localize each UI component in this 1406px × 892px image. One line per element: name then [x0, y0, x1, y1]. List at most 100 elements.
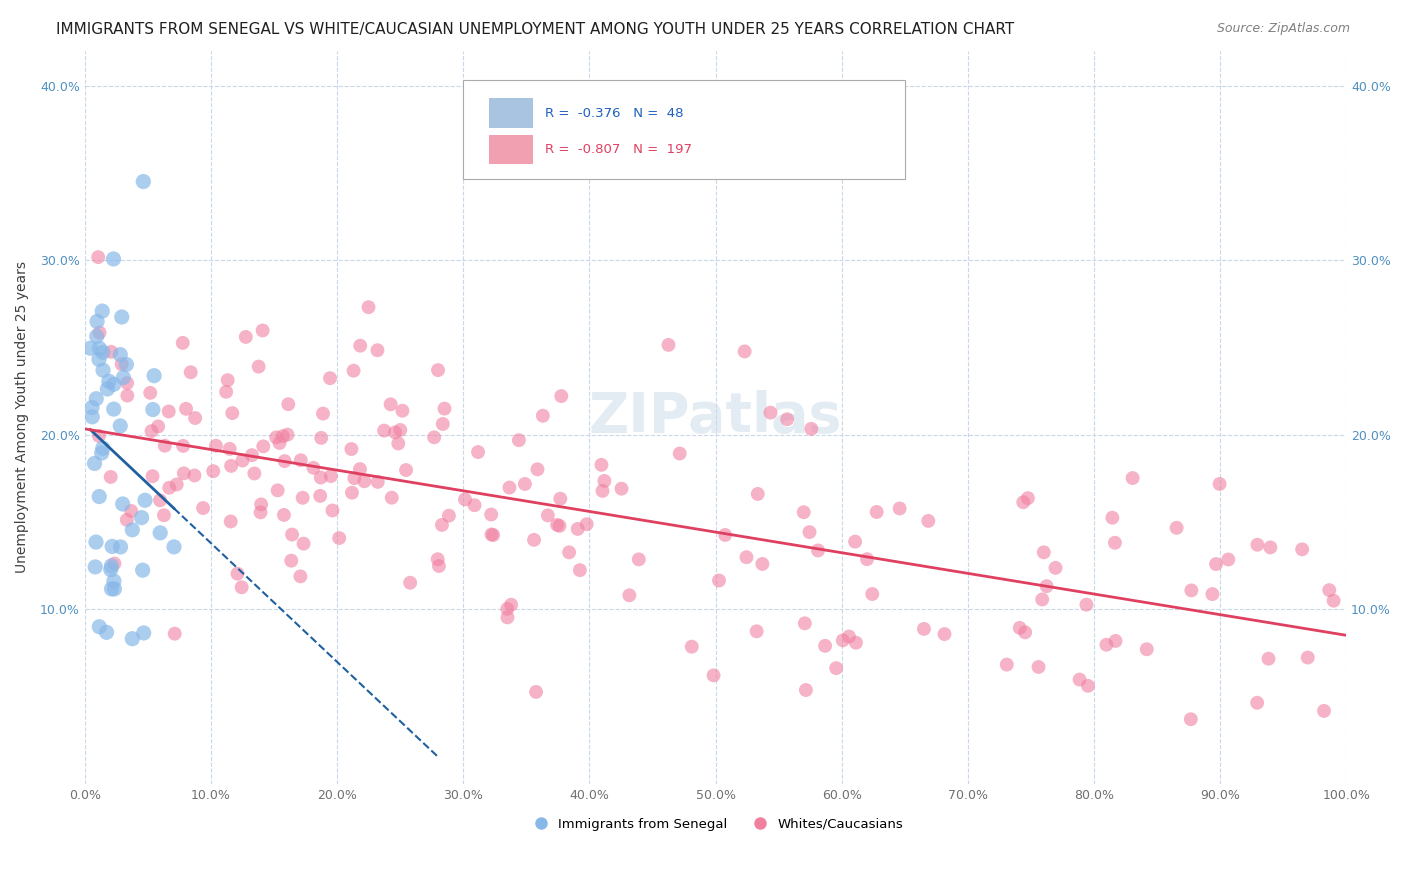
Whites/Caucasians	[157, 481, 180, 495]
Immigrants from Senegal	[96, 382, 118, 396]
Whites/Caucasians	[1180, 712, 1202, 726]
Whites/Caucasians	[1028, 660, 1050, 674]
Whites/Caucasians	[531, 409, 554, 423]
Whites/Caucasians	[776, 412, 799, 426]
Immigrants from Senegal	[143, 368, 166, 383]
Whites/Caucasians	[103, 557, 125, 571]
Whites/Caucasians	[366, 343, 388, 358]
Whites/Caucasians	[250, 497, 273, 511]
Whites/Caucasians	[860, 587, 883, 601]
Whites/Caucasians	[1317, 583, 1340, 598]
Whites/Caucasians	[1208, 477, 1230, 491]
Immigrants from Senegal	[89, 342, 111, 356]
Whites/Caucasians	[117, 388, 139, 402]
Whites/Caucasians	[280, 554, 302, 568]
Whites/Caucasians	[166, 477, 188, 491]
Immigrants from Senegal	[103, 582, 125, 596]
Whites/Caucasians	[395, 463, 418, 477]
Whites/Caucasians	[205, 439, 228, 453]
Whites/Caucasians	[343, 471, 366, 485]
Immigrants from Senegal	[80, 401, 103, 415]
Whites/Caucasians	[430, 517, 453, 532]
Whites/Caucasians	[349, 462, 371, 476]
Whites/Caucasians	[1257, 651, 1279, 665]
Whites/Caucasians	[610, 482, 633, 496]
Whites/Caucasians	[1201, 587, 1223, 601]
Whites/Caucasians	[273, 508, 295, 522]
Immigrants from Senegal	[84, 392, 107, 406]
Whites/Caucasians	[312, 407, 335, 421]
FancyBboxPatch shape	[488, 135, 533, 164]
Whites/Caucasians	[793, 616, 815, 631]
Whites/Caucasians	[550, 389, 572, 403]
Whites/Caucasians	[1014, 625, 1036, 640]
Whites/Caucasians	[831, 633, 853, 648]
Whites/Caucasians	[496, 602, 519, 616]
Whites/Caucasians	[427, 559, 450, 574]
Whites/Caucasians	[381, 491, 404, 505]
Immigrants from Senegal	[82, 409, 104, 424]
Whites/Caucasians	[1122, 471, 1144, 485]
Whites/Caucasians	[215, 384, 238, 399]
Whites/Caucasians	[526, 462, 548, 476]
Whites/Caucasians	[627, 552, 650, 566]
Whites/Caucasians	[1077, 679, 1099, 693]
Whites/Caucasians	[524, 685, 547, 699]
Whites/Caucasians	[252, 323, 274, 337]
Immigrants from Senegal	[87, 352, 110, 367]
Whites/Caucasians	[917, 514, 939, 528]
Text: R =  -0.807   N =  197: R = -0.807 N = 197	[546, 144, 692, 156]
Whites/Caucasians	[423, 430, 446, 444]
Whites/Caucasians	[793, 505, 815, 519]
Whites/Caucasians	[1205, 557, 1227, 571]
Immigrants from Senegal	[115, 358, 138, 372]
Whites/Caucasians	[235, 330, 257, 344]
Whites/Caucasians	[619, 588, 641, 602]
Immigrants from Senegal	[89, 490, 111, 504]
Whites/Caucasians	[231, 453, 253, 467]
Whites/Caucasians	[464, 498, 486, 512]
Whites/Caucasians	[202, 464, 225, 478]
Immigrants from Senegal	[149, 525, 172, 540]
Whites/Caucasians	[593, 474, 616, 488]
Whites/Caucasians	[845, 636, 868, 650]
Whites/Caucasians	[391, 403, 413, 417]
Whites/Caucasians	[266, 483, 288, 498]
Immigrants from Senegal	[132, 626, 155, 640]
FancyBboxPatch shape	[463, 80, 905, 179]
Whites/Caucasians	[172, 335, 194, 350]
Immigrants from Senegal	[96, 625, 118, 640]
Whites/Caucasians	[328, 531, 350, 545]
Whites/Caucasians	[427, 363, 450, 377]
Whites/Caucasians	[1095, 638, 1118, 652]
Whites/Caucasians	[1104, 634, 1126, 648]
Immigrants from Senegal	[121, 523, 143, 537]
Whites/Caucasians	[432, 417, 454, 431]
Immigrants from Senegal	[103, 252, 125, 266]
Whites/Caucasians	[174, 401, 197, 416]
Whites/Caucasians	[399, 575, 422, 590]
Whites/Caucasians	[838, 630, 860, 644]
Whites/Caucasians	[1180, 583, 1202, 598]
Immigrants from Senegal	[131, 563, 153, 577]
Whites/Caucasians	[1017, 491, 1039, 505]
Whites/Caucasians	[745, 624, 768, 639]
Immigrants from Senegal	[103, 377, 125, 392]
Whites/Caucasians	[668, 446, 690, 460]
Whites/Caucasians	[226, 566, 249, 581]
Immigrants from Senegal	[134, 493, 156, 508]
Whites/Caucasians	[100, 470, 122, 484]
Whites/Caucasians	[100, 344, 122, 359]
Whites/Caucasians	[277, 397, 299, 411]
Whites/Caucasians	[567, 522, 589, 536]
Whites/Caucasians	[912, 622, 935, 636]
Immigrants from Senegal	[100, 563, 122, 577]
Whites/Caucasians	[546, 517, 568, 532]
Whites/Caucasians	[264, 430, 287, 444]
Immigrants from Senegal	[121, 632, 143, 646]
Whites/Caucasians	[184, 411, 207, 425]
Whites/Caucasians	[291, 491, 314, 505]
Y-axis label: Unemployment Among Youth under 25 years: Unemployment Among Youth under 25 years	[15, 261, 30, 574]
Whites/Caucasians	[277, 427, 299, 442]
Immigrants from Senegal	[91, 441, 114, 455]
